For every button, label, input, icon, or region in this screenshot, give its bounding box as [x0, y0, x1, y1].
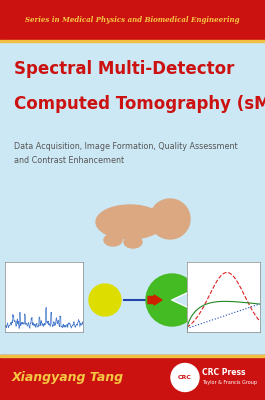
Ellipse shape	[96, 205, 164, 239]
Ellipse shape	[124, 236, 142, 248]
Text: Spectral Multi-Detector: Spectral Multi-Detector	[14, 60, 234, 78]
Circle shape	[89, 284, 121, 316]
Circle shape	[171, 364, 199, 392]
Text: Taylor & Francis Group: Taylor & Francis Group	[202, 380, 257, 385]
Text: and Contrast Enhancement: and Contrast Enhancement	[14, 156, 124, 165]
Text: Computed Tomography (sMDCT): Computed Tomography (sMDCT)	[14, 95, 265, 113]
Text: Series in Medical Physics and Biomedical Engineering: Series in Medical Physics and Biomedical…	[25, 16, 240, 24]
Text: Xiangyang Tang: Xiangyang Tang	[12, 371, 124, 384]
FancyArrow shape	[148, 295, 162, 305]
Wedge shape	[172, 289, 198, 311]
Text: CRC Press: CRC Press	[202, 368, 245, 377]
Ellipse shape	[104, 234, 122, 246]
Bar	[0, 355, 265, 400]
Bar	[0, 0, 265, 40]
Bar	[0, 40, 265, 42]
Circle shape	[150, 199, 190, 239]
Text: Data Acquisition, Image Formation, Quality Assessment: Data Acquisition, Image Formation, Quali…	[14, 142, 238, 151]
Text: CRC: CRC	[178, 375, 192, 380]
Bar	[0, 355, 265, 357]
Circle shape	[146, 274, 198, 326]
